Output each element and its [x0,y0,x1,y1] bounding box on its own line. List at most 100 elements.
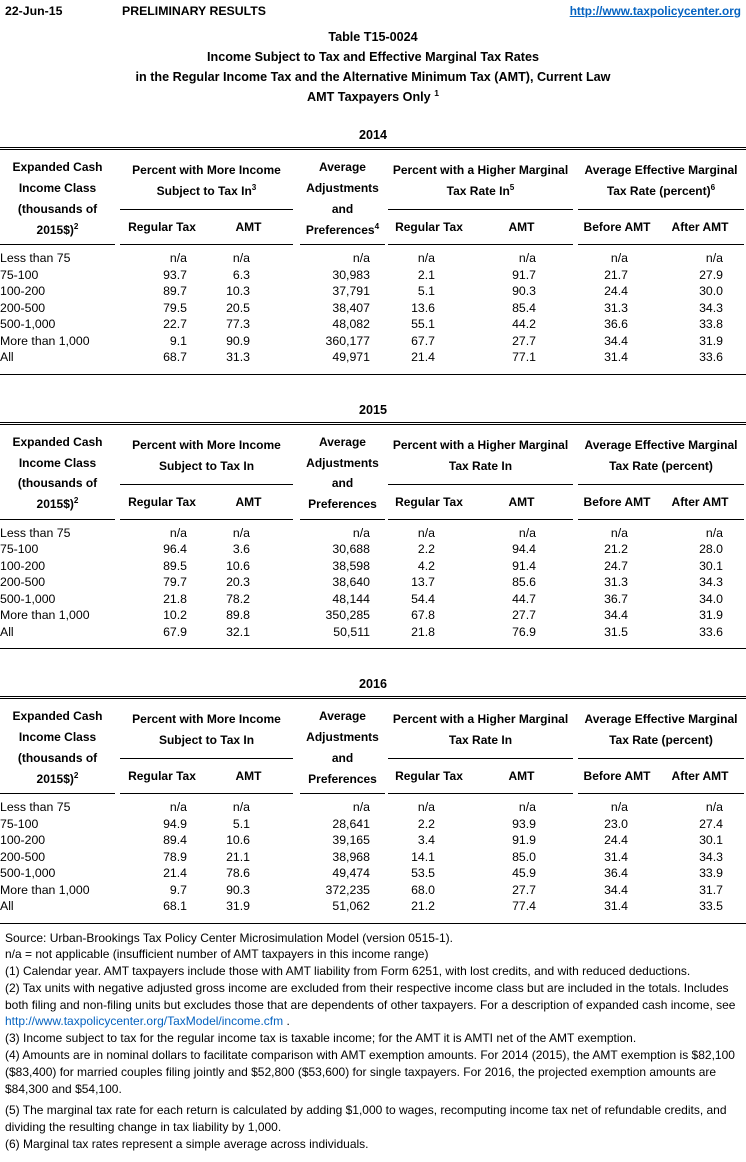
footnotes: Source: Urban-Brookings Tax Policy Cente… [0,930,746,1153]
group-higher-rate-header: Percent with a Higher Marginal Tax Rate I… [388,428,573,520]
cell: 44.7 [512,591,536,606]
header-text: Preferences [305,222,375,237]
title-block: Table T15-0024 Income Subject to Tax and… [0,27,746,107]
table-row: 500-1,000 21.4 78.6 49,474 53.5 45.9 36.4 33.9 [0,865,744,882]
group-title-line: Average Effective Marginal [584,437,738,452]
cell: n/a [352,525,370,540]
row-label: 500-1,000 [0,591,56,606]
cell: 89.8 [226,608,250,623]
cell: 32.1 [226,624,250,639]
cell: 9.1 [169,333,187,348]
group-title-line: Tax Rate In5 [388,181,573,202]
cell: 38,640 [332,575,370,590]
cell: 34.3 [699,300,723,315]
group-effective-title: Average Effective Marginal Tax Rate (perc… [578,153,744,210]
row-label: Less than 75 [0,251,71,266]
header-text: 2015$) [36,497,74,512]
cell: 31.9 [226,899,250,914]
table-row: All 67.9 32.1 50,511 21.8 76.9 31.5 33.6 [0,624,744,641]
group-subject-title: Percent with More Income Subject to Tax I… [120,153,293,210]
group-title-line: Tax Rate In [388,456,573,477]
header-text: Subject to Tax In [158,733,255,747]
row-label: Less than 75 [0,800,71,815]
header-text: Tax Rate (percent) [609,733,713,747]
row-label: All [0,899,14,914]
subheader-regular-tax-2: Regular Tax [395,220,463,234]
cell: 21.2 [411,899,435,914]
subheader-regular-tax: Regular Tax [128,220,196,234]
row-label: 100-200 [0,284,46,299]
year-title: 2014 [358,128,388,142]
cell: n/a [610,800,628,815]
group-title-line: Subject to Tax In3 [120,181,293,202]
cell: 67.8 [411,608,435,623]
cell: 24.4 [604,833,628,848]
cell: 21.7 [604,267,628,282]
cell: 36.6 [604,317,628,332]
row-label: 100-200 [0,833,46,848]
cell: 30.0 [699,284,723,299]
footnote-text: (2) Tax units with negative adjusted gro… [5,980,736,1012]
group-higher-subheaders: Regular Tax AMT [388,210,573,244]
cell: 13.7 [411,575,435,590]
row-label: 75-100 [0,542,39,557]
group-higher-rate-header: Percent with a Higher Marginal Tax Rate I… [388,153,573,245]
group-title-line: Tax Rate (percent) [578,730,744,751]
cell: 55.1 [411,317,435,332]
cell: 90.3 [512,284,536,299]
taxpolicycenter-link[interactable]: http://www.taxpolicycenter.org [569,4,741,18]
year-table-block: 2014 Expanded Cash Income Class (thousands… [0,127,746,375]
income-cfm-link[interactable]: http://www.taxpolicycenter.org/TaxModel/… [5,1014,284,1029]
header-text: Subject to Tax In [158,458,255,473]
cell: 30,688 [332,542,370,557]
cell: 89.4 [163,833,187,848]
cell: 30.1 [699,833,723,848]
cell: 27.4 [699,816,723,831]
group-title-line: Percent with a Higher Marginal [392,163,569,177]
cell: 21.4 [411,350,435,365]
title-line-2: Income Subject to Tax and Effective Marg… [207,50,539,64]
cell: 91.7 [512,267,536,282]
subheader-regular-tax: Regular Tax [128,769,196,783]
row-label: More than 1,000 [0,333,90,348]
table-row: 100-200 89.7 10.3 37,791 5.1 90.3 24.4 30.0 [0,283,744,300]
cell: 79.7 [163,575,187,590]
cell: 21.8 [163,591,187,606]
title-line-3: in the Regular Income Tax and the Altern… [135,70,611,84]
cell: 31.3 [604,575,628,590]
cell: n/a [518,800,536,815]
footnote: (6) Marginal tax rates represent a simpl… [5,1137,369,1152]
data-table: Less than 75 n/a n/a n/a n/a n/a n/a n/a 75-100 9… [0,250,744,366]
cell: 68.1 [163,899,187,914]
cell: n/a [610,525,628,540]
cell: 33.6 [699,624,723,639]
group-subject-subheaders: Regular Tax AMT [120,759,293,793]
row-label: More than 1,000 [0,608,90,623]
row-label: All [0,350,14,365]
group-higher-title: Percent with a Higher Marginal Tax Rate I… [388,153,573,210]
group-title-line: Percent with a Higher Marginal [392,437,569,452]
cell: 22.7 [163,317,187,332]
group-title-line: Tax Rate (percent) [578,456,744,477]
group-subject-to-tax-header: Percent with More Income Subject to Tax I… [120,702,293,794]
group-subject-title: Percent with More Income Subject to Tax I… [120,428,293,485]
cell: n/a [232,251,250,266]
cell: 44.2 [512,317,536,332]
footnote: n/a = not applicable (insufficient numbe… [5,947,429,962]
cell: 372,235 [325,882,370,897]
header-line: and [331,750,354,765]
cell: 9.7 [169,882,187,897]
group-title-line: Tax Rate (percent)6 [578,181,744,202]
subheader-regular-tax-2: Regular Tax [395,769,463,783]
cell: 93.7 [163,267,187,282]
header-line: Expanded Cash [12,709,103,724]
cell: 36.7 [604,591,628,606]
table-row: More than 1,000 9.1 90.9 360,177 67.7 27.7 34.… [0,333,744,350]
footnote-ref-1: 1 [434,87,439,98]
cell: 36.4 [604,866,628,881]
cell: n/a [169,251,187,266]
cell: 4.2 [417,558,435,573]
cell: 53.5 [411,866,435,881]
header-line: Adjustments [306,455,379,470]
cell: 31.5 [604,624,628,639]
